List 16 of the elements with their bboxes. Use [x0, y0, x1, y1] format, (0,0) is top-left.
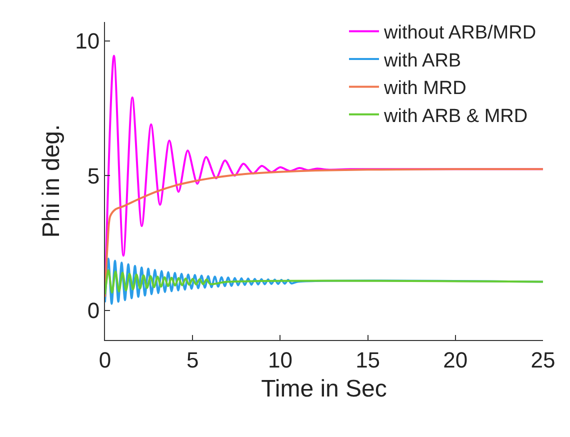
x-tick-label: 10 — [268, 347, 292, 372]
legend-label: without ARB/MRD — [383, 22, 536, 44]
line-series — [105, 269, 543, 296]
y-tick-label: 5 — [87, 163, 100, 188]
x-tick-label: 15 — [356, 347, 380, 372]
x-axis-title: Time in Sec — [261, 376, 387, 403]
legend-label: with ARB & MRD — [383, 106, 528, 127]
legend-label: with MRD — [383, 78, 466, 100]
x-tick-label: 20 — [443, 347, 468, 372]
legend-label: with ARB — [383, 50, 462, 72]
x-tick-label: 25 — [530, 347, 556, 372]
y-tick-label: 10 — [75, 28, 100, 54]
y-tick-label: 0 — [87, 298, 100, 324]
line-series — [105, 168, 543, 298]
y-axis-title: Phi in deg. — [38, 124, 66, 238]
x-tick-label: 5 — [186, 347, 199, 372]
